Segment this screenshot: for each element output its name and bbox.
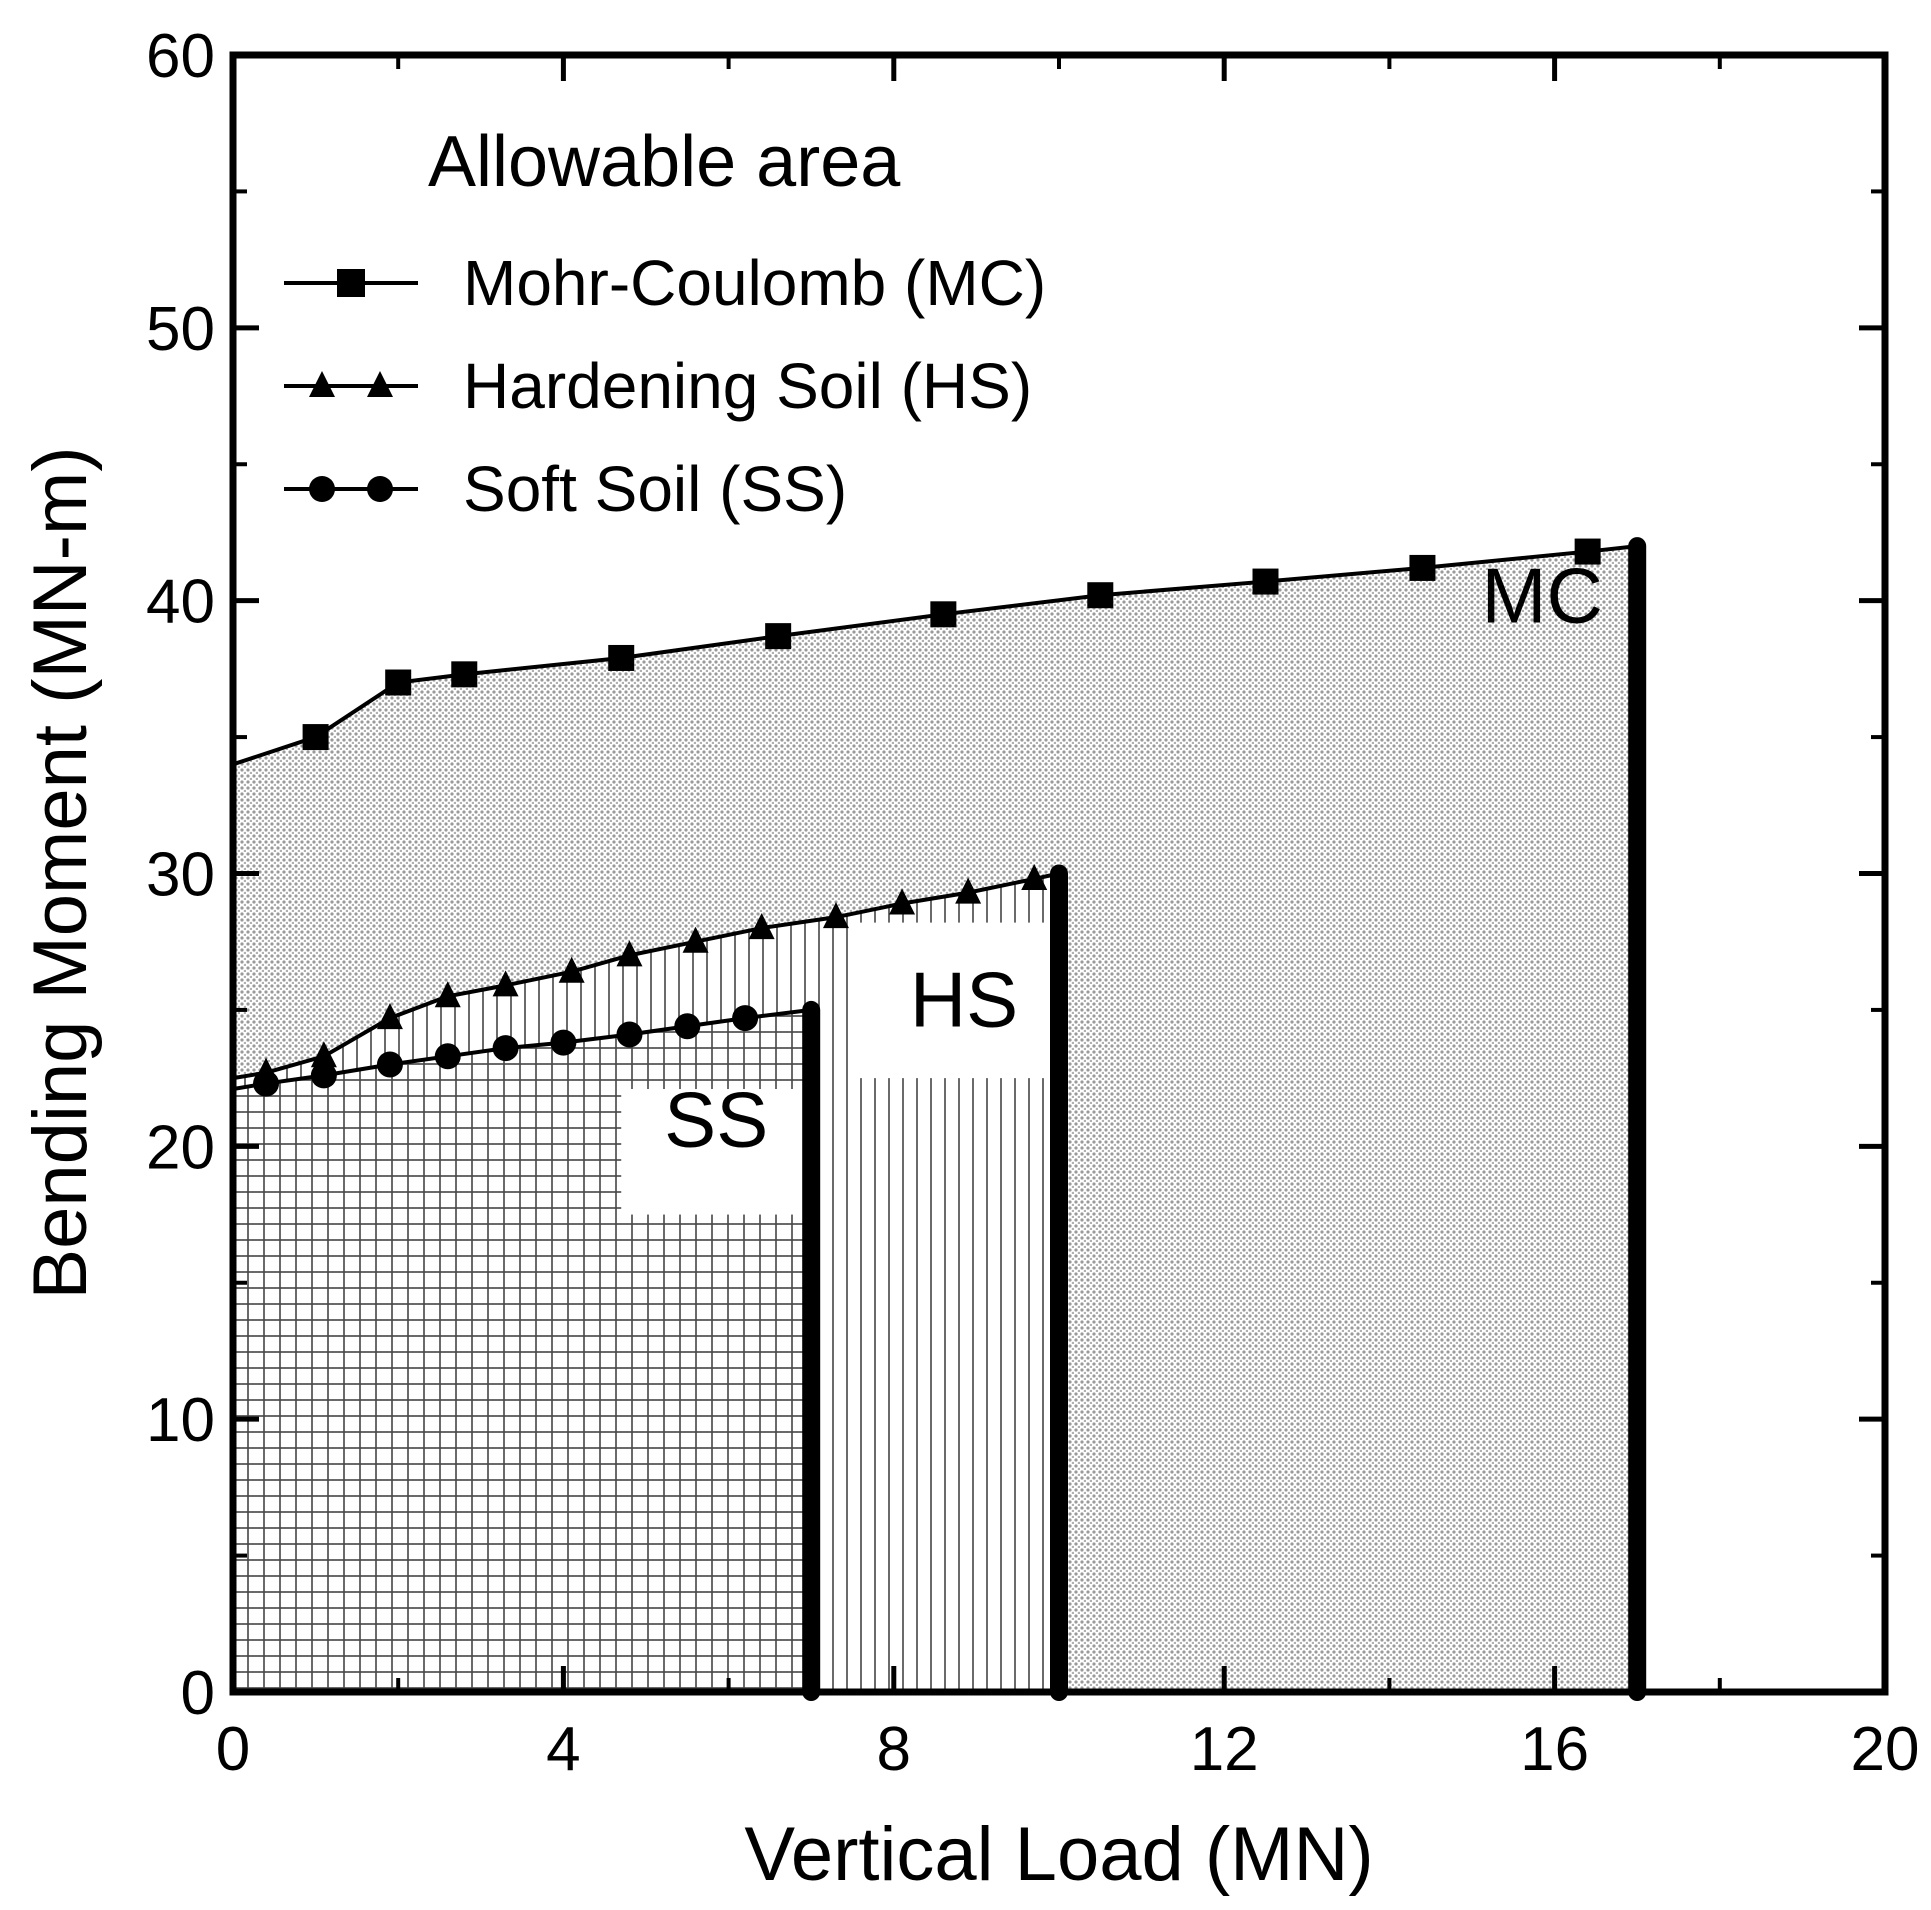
region-label-bg (852, 922, 1055, 1079)
plot-area: MC HS SS (233, 537, 1647, 1701)
marker-mc (608, 644, 635, 671)
y-axis-title: Bending Moment (MN-m) (18, 446, 103, 1299)
region-labels: MC HS SS (621, 551, 1603, 1215)
marker-hs (310, 1041, 337, 1068)
marker-hs (616, 940, 643, 967)
marker-ss (310, 1062, 337, 1089)
marker-ss (550, 1029, 577, 1056)
marker-hs (748, 913, 775, 940)
legend-marker-ss (367, 476, 393, 502)
x-tick-label: 8 (877, 1715, 911, 1784)
legend-label-mc: Mohr-Coulomb (MC) (463, 247, 1046, 319)
marker-hs (682, 926, 709, 953)
marker-mc (930, 601, 957, 628)
y-tick-label: 0 (181, 1659, 215, 1728)
legend-marker-mc (337, 269, 365, 297)
marker-mc (385, 669, 412, 696)
marker-hs (889, 888, 916, 915)
marker-mc (1252, 568, 1279, 595)
region-label-hs: HS (910, 955, 1018, 1043)
y-tick-label: 20 (146, 1113, 215, 1182)
legend-marker-ss (309, 476, 335, 502)
marker-hs (955, 877, 982, 904)
x-tick-label: 0 (216, 1715, 250, 1784)
x-tick-label: 4 (546, 1715, 580, 1784)
marker-hs (434, 981, 461, 1008)
region-label-mc: MC (1482, 551, 1603, 639)
marker-mc (451, 661, 478, 688)
y-tick-label: 60 (146, 22, 215, 91)
y-axis-ticks: 0 10 20 30 40 50 60 (146, 22, 1885, 1728)
allowable-regions (233, 546, 1638, 1692)
marker-ss (434, 1043, 461, 1070)
y-tick-label: 50 (146, 295, 215, 364)
region-label-ss: SS (664, 1075, 768, 1163)
legend-marker-hs (367, 371, 393, 397)
y-tick-label: 40 (146, 568, 215, 637)
marker-ss (253, 1070, 280, 1097)
marker-mc (302, 724, 329, 751)
marker-ss (492, 1035, 519, 1062)
marker-ss (732, 1005, 759, 1032)
marker-mc (765, 623, 792, 650)
x-axis-title: Vertical Load (MN) (744, 1812, 1373, 1897)
x-tick-label: 20 (1851, 1715, 1920, 1784)
marker-hs (1021, 863, 1048, 890)
marker-ss (376, 1051, 403, 1078)
legend-marker-hs (309, 371, 335, 397)
marker-hs (376, 1003, 403, 1030)
legend-title: Allowable area (428, 122, 901, 202)
marker-mc (1087, 582, 1114, 609)
legend-label-hs: Hardening Soil (HS) (463, 350, 1032, 422)
legend: Allowable area Mohr-Coulomb (MC) Hardenin… (284, 122, 1046, 525)
x-tick-label: 12 (1190, 1715, 1259, 1784)
marker-mc (1409, 554, 1436, 581)
marker-hs (558, 956, 585, 983)
marker-hs (822, 902, 849, 929)
markers (253, 538, 1601, 1097)
y-tick-label: 10 (146, 1386, 215, 1455)
region-label-bg (621, 1089, 808, 1215)
marker-mc (1574, 538, 1601, 565)
x-axis-ticks: 0 4 8 12 16 20 (216, 55, 1920, 1784)
series-line-mc (233, 544, 1638, 767)
marker-hs (492, 970, 519, 997)
legend-label-ss: Soft Soil (SS) (463, 453, 847, 525)
y-tick-label: 30 (146, 841, 215, 910)
x-tick-label: 16 (1520, 1715, 1589, 1784)
axes: 0 4 8 12 16 20 0 10 20 30 40 50 60 (146, 22, 1919, 1784)
limit-lines (802, 537, 1647, 1701)
marker-ss (674, 1013, 701, 1040)
marker-ss (616, 1021, 643, 1048)
